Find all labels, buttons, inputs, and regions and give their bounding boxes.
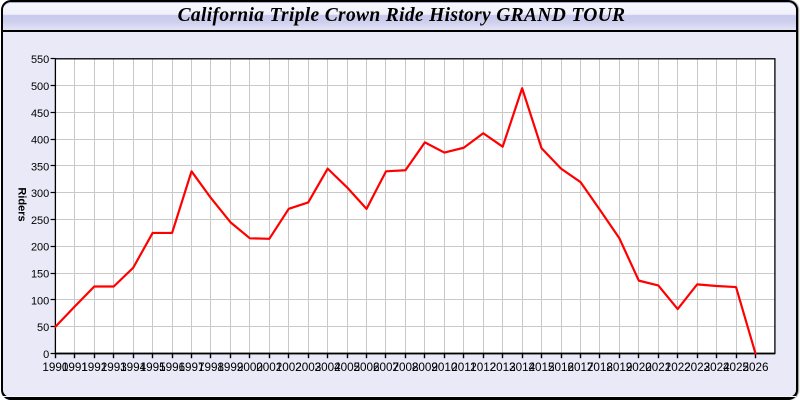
svg-text:2005: 2005 <box>334 361 361 374</box>
svg-text:2021: 2021 <box>645 361 671 374</box>
svg-text:2018: 2018 <box>587 361 613 374</box>
svg-text:2002: 2002 <box>276 361 302 374</box>
svg-text:100: 100 <box>31 295 49 307</box>
svg-text:2006: 2006 <box>354 361 380 374</box>
svg-text:2001: 2001 <box>256 361 282 374</box>
svg-text:2011: 2011 <box>451 361 476 374</box>
svg-text:550: 550 <box>31 54 49 66</box>
svg-text:1997: 1997 <box>179 361 205 374</box>
svg-text:2008: 2008 <box>392 361 418 374</box>
svg-text:2023: 2023 <box>684 361 710 374</box>
svg-text:450: 450 <box>31 108 49 120</box>
svg-text:2017: 2017 <box>567 361 593 374</box>
svg-text:1991: 1991 <box>62 361 88 374</box>
svg-text:1995: 1995 <box>140 361 167 374</box>
svg-text:500: 500 <box>31 81 49 93</box>
svg-text:1996: 1996 <box>159 361 185 374</box>
svg-text:2020: 2020 <box>626 361 653 374</box>
svg-text:1992: 1992 <box>81 361 107 374</box>
svg-text:2026: 2026 <box>742 361 768 374</box>
svg-text:50: 50 <box>37 322 49 334</box>
svg-text:2014: 2014 <box>509 361 536 374</box>
svg-text:200: 200 <box>31 242 49 254</box>
svg-text:1998: 1998 <box>198 361 224 374</box>
svg-text:2003: 2003 <box>295 361 321 374</box>
svg-text:1999: 1999 <box>217 361 243 374</box>
svg-text:150: 150 <box>31 269 49 281</box>
svg-text:1993: 1993 <box>101 361 127 374</box>
svg-text:2009: 2009 <box>412 361 438 374</box>
svg-text:2024: 2024 <box>704 361 731 374</box>
svg-text:2007: 2007 <box>373 361 399 374</box>
svg-text:2025: 2025 <box>723 361 750 374</box>
svg-text:2019: 2019 <box>606 361 632 374</box>
svg-text:2010: 2010 <box>431 361 458 374</box>
svg-text:1994: 1994 <box>120 361 147 374</box>
svg-text:2015: 2015 <box>529 361 556 374</box>
svg-text:2013: 2013 <box>490 361 516 374</box>
svg-text:2000: 2000 <box>237 361 264 374</box>
svg-text:2004: 2004 <box>315 361 342 374</box>
svg-text:2022: 2022 <box>665 361 691 374</box>
svg-text:2012: 2012 <box>470 361 496 374</box>
svg-text:350: 350 <box>31 161 49 173</box>
svg-text:0: 0 <box>43 349 49 361</box>
svg-text:250: 250 <box>31 215 49 227</box>
svg-text:Riders: Riders <box>15 187 27 221</box>
svg-text:300: 300 <box>31 188 49 200</box>
svg-text:2016: 2016 <box>548 361 574 374</box>
svg-text:400: 400 <box>31 135 49 147</box>
svg-text:1990: 1990 <box>42 361 69 374</box>
